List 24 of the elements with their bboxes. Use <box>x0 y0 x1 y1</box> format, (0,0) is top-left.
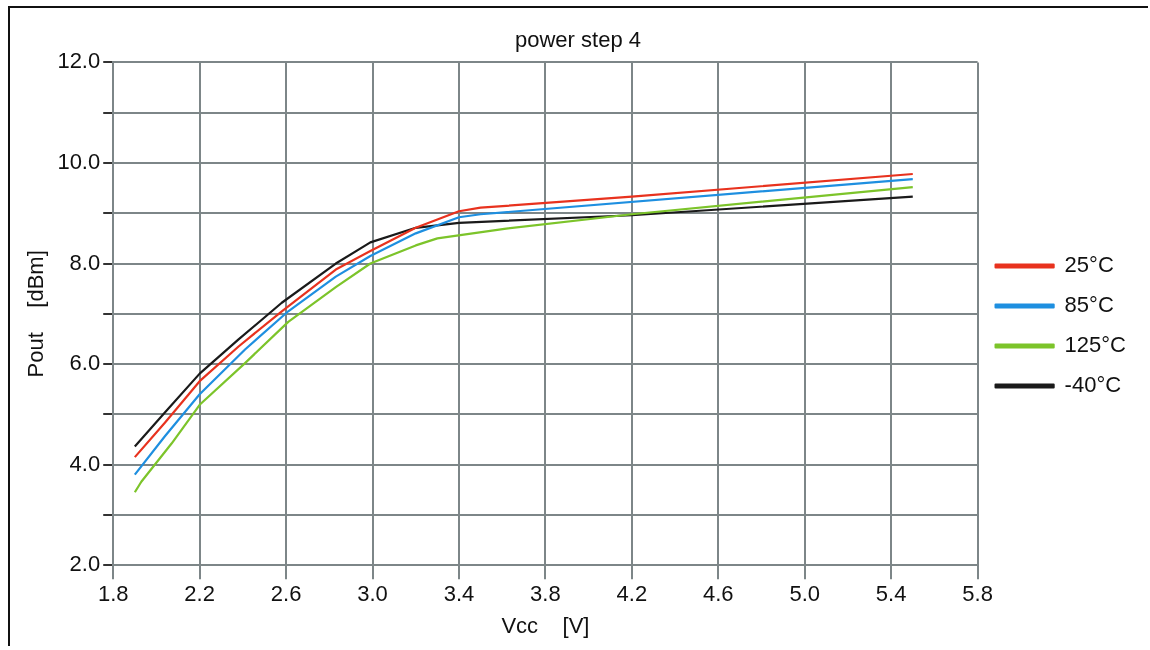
x-tick-label: 4.2 <box>616 581 648 607</box>
y-tick-label: 6.0 <box>69 350 101 376</box>
legend-label: 25°C <box>1064 252 1114 278</box>
y-tick-label: 4.0 <box>69 450 101 476</box>
y-axis-title: Pout [dBm] <box>23 250 49 378</box>
y-tick-label: 2.0 <box>69 551 101 577</box>
x-tick-label: 4.6 <box>702 581 734 607</box>
x-tick-label: 5.8 <box>962 581 993 607</box>
x-tick-label: 5.0 <box>789 581 821 607</box>
x-tick-label: 5.4 <box>875 581 907 607</box>
x-tick-label: 3.4 <box>443 581 475 607</box>
y-tick-label: 8.0 <box>69 249 101 275</box>
x-tick-label: 3.8 <box>530 581 561 607</box>
chart-title: power step 4 <box>515 27 641 53</box>
y-tick-label: 10.0 <box>57 149 101 175</box>
y-tick-label: 12.0 <box>57 48 101 74</box>
legend-label: -40°C <box>1064 372 1122 398</box>
x-tick-label: 3.0 <box>357 581 388 607</box>
x-tick-label: 1.8 <box>97 581 129 607</box>
x-tick-label: 2.6 <box>270 581 302 607</box>
x-tick-label: 2.2 <box>184 581 215 607</box>
x-axis-title: Vcc [V] <box>501 612 590 638</box>
legend-label: 85°C <box>1064 292 1114 318</box>
legend-label: 125°C <box>1064 332 1127 358</box>
